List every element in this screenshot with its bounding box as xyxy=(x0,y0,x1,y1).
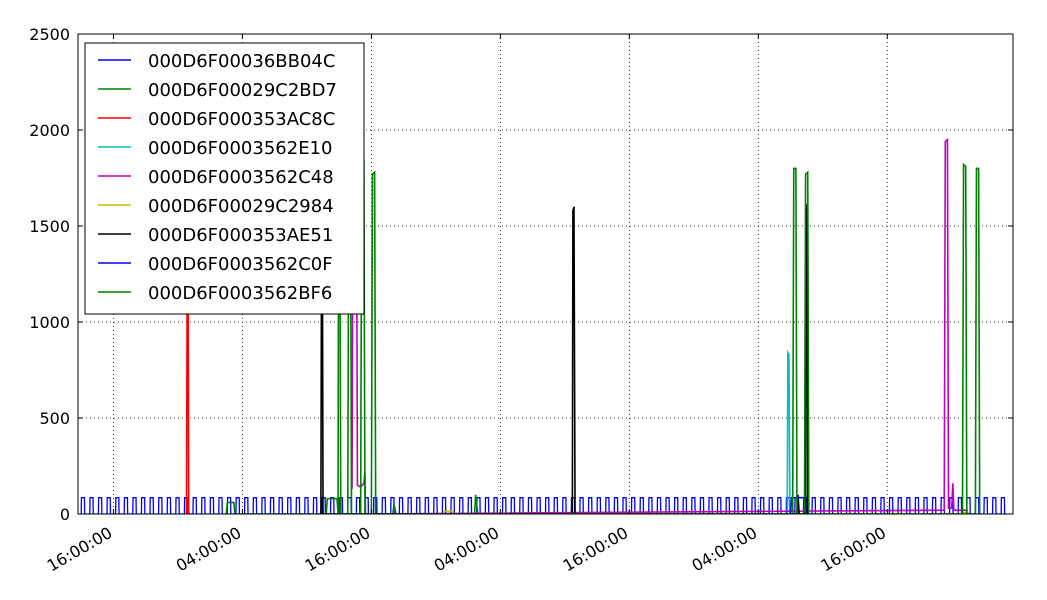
y-tick-label: 1500 xyxy=(29,217,70,236)
series-line-3 xyxy=(786,349,791,514)
legend-label: 000D6F0003562E10 xyxy=(148,138,332,159)
legend-label: 000D6F0003562BF6 xyxy=(148,283,332,304)
y-tick-label: 0 xyxy=(60,505,70,524)
y-tick-label: 2500 xyxy=(29,25,70,44)
legend: 000D6F00036BB04C 000D6F00029C2BD7 000D6F00… xyxy=(84,42,365,315)
y-tick-label: 1000 xyxy=(29,313,70,332)
y-axis: 0 500 1000 1500 2000 2500 xyxy=(29,25,1013,524)
legend-label: 000D6F0003562C0F xyxy=(148,254,333,275)
legend-label: 000D6F000353AC8C xyxy=(148,109,335,130)
legend-label: 000D6F00029C2BD7 xyxy=(148,80,337,101)
legend-label: 000D6F000353AE51 xyxy=(148,225,333,246)
y-tick-label: 2000 xyxy=(29,121,70,140)
legend-label: 000D6F00029C2984 xyxy=(148,196,334,217)
y-tick-label: 500 xyxy=(39,409,70,428)
series-line-1 xyxy=(225,494,479,514)
legend-box xyxy=(84,42,365,315)
legend-label: 000D6F00036BB04C xyxy=(148,51,335,72)
legend-label: 000D6F0003562C48 xyxy=(148,167,334,188)
plot-area-frame xyxy=(77,33,1014,515)
